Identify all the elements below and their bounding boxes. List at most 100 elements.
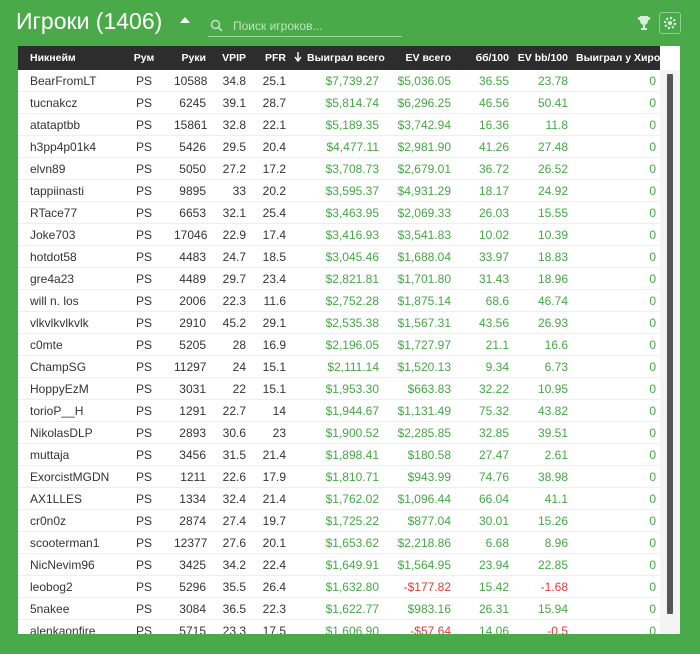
cell: 45.2	[210, 311, 250, 334]
cell: 17.5	[250, 619, 290, 634]
cell: leobog2	[18, 575, 118, 598]
column-header[interactable]: VPIP	[210, 46, 250, 70]
player-row[interactable]: BearFromLT PS 10588 34.8 25.1 $7,739.27 $5,036…	[18, 70, 660, 92]
cell: $983.16	[383, 597, 455, 620]
cell: $2,111.14	[290, 355, 383, 378]
player-row[interactable]: AX1LLES PS 1334 32.4 21.4 $1,762.02 $1,096.44 6…	[18, 487, 660, 510]
cell: 28.7	[250, 91, 290, 114]
player-row[interactable]: NicNevim96 PS 3425 34.2 22.4 $1,649.91 $1,564.…	[18, 553, 660, 576]
player-row[interactable]: torioP__H PS 1291 22.7 14 $1,944.67 $1,131.49 7…	[18, 399, 660, 422]
cell: 3031	[170, 377, 210, 400]
player-row[interactable]: ChampSG PS 11297 24 15.1 $2,111.14 $1,520.13 9.…	[18, 355, 660, 378]
cell: 22.3	[250, 597, 290, 620]
cell: $1,944.67	[290, 399, 383, 422]
cell: 46.56	[455, 91, 513, 114]
cell: 0	[572, 157, 660, 180]
cell: 3456	[170, 443, 210, 466]
cell: 26.31	[455, 597, 513, 620]
cell: PS	[118, 355, 170, 378]
cell: 15.42	[455, 575, 513, 598]
cell: 6.73	[513, 355, 572, 378]
cell: 29.5	[210, 135, 250, 158]
cell: 15.1	[250, 377, 290, 400]
cell: tucnakcz	[18, 91, 118, 114]
cell: PS	[118, 113, 170, 136]
sort-toggle[interactable]	[180, 17, 190, 23]
player-row[interactable]: c0mte PS 5205 28 16.9 $2,196.05 $1,727.97 21.1 1…	[18, 333, 660, 356]
cell: 17.9	[250, 465, 290, 488]
cell: 22.9	[210, 223, 250, 246]
cell: 5715	[170, 619, 210, 634]
cell: PS	[118, 223, 170, 246]
column-header[interactable]: Руки	[170, 46, 210, 70]
player-row[interactable]: tappiinasti PS 9895 33 20.2 $3,595.37 $4,931.2…	[18, 179, 660, 202]
settings-button[interactable]	[659, 12, 681, 34]
cell: 15861	[170, 113, 210, 136]
cell: 75.32	[455, 399, 513, 422]
cell: -$57.64	[383, 619, 455, 634]
cell: $1,725.22	[290, 509, 383, 532]
player-row[interactable]: NikolasDLP PS 2893 30.6 23 $1,900.52 $2,285.85…	[18, 421, 660, 444]
player-row[interactable]: Joke703 PS 17046 22.9 17.4 $3,416.93 $3,541.83…	[18, 223, 660, 246]
cell: PS	[118, 531, 170, 554]
cell: $4,477.11	[290, 135, 383, 158]
player-row[interactable]: atataptbb PS 15861 32.8 22.1 $5,189.35 $3,742.…	[18, 113, 660, 136]
cell: 30.6	[210, 421, 250, 444]
column-header[interactable]: Рум	[118, 46, 170, 70]
cell: 10.95	[513, 377, 572, 400]
search-box[interactable]: Поиск игроков...	[208, 14, 402, 37]
player-row[interactable]: cr0n0z PS 2874 27.4 19.7 $1,725.22 $877.04 30.0…	[18, 509, 660, 532]
player-row[interactable]: RTace77 PS 6653 32.1 25.4 $3,463.95 $2,069.33 2…	[18, 201, 660, 224]
column-header[interactable]: бб/100	[455, 46, 513, 70]
player-row[interactable]: elvn89 PS 5050 27.2 17.2 $3,708.73 $2,679.01 36…	[18, 157, 660, 180]
player-row[interactable]: vlkvlkvlkvlk PS 2910 45.2 29.1 $2,535.38 $1,56…	[18, 311, 660, 334]
player-row[interactable]: will n. los PS 2006 22.3 11.6 $2,752.28 $1,875…	[18, 289, 660, 312]
page-title: Игроки (1406)	[16, 8, 163, 34]
cell: 27.2	[210, 157, 250, 180]
player-row[interactable]: h3pp4p01k4 PS 5426 29.5 20.4 $4,477.11 $2,981.…	[18, 135, 660, 158]
cell: $6,296.25	[383, 91, 455, 114]
cell: 3425	[170, 553, 210, 576]
cell: 23	[250, 421, 290, 444]
player-row[interactable]: tucnakcz PS 6245 39.1 28.7 $5,814.74 $6,296.25…	[18, 91, 660, 114]
cell: 5296	[170, 575, 210, 598]
cell: 23.3	[210, 619, 250, 634]
player-row[interactable]: leobog2 PS 5296 35.5 26.4 $1,632.80 -$177.82 15…	[18, 575, 660, 598]
player-row[interactable]: HoppyEzM PS 3031 22 15.1 $1,953.30 $663.83 32.2…	[18, 377, 660, 400]
cell: $1,606.90	[290, 619, 383, 634]
cell: 20.2	[250, 179, 290, 202]
scrollbar[interactable]	[660, 70, 680, 634]
cell: 29.1	[250, 311, 290, 334]
cell: 34.2	[210, 553, 250, 576]
cell: 2874	[170, 509, 210, 532]
cell: 0	[572, 553, 660, 576]
cell: PS	[118, 443, 170, 466]
cell: $1,688.04	[383, 245, 455, 268]
cell: 0	[572, 421, 660, 444]
cell: 31.43	[455, 267, 513, 290]
player-row[interactable]: hotdot58 PS 4483 24.7 18.5 $3,045.46 $1,688.04…	[18, 245, 660, 268]
player-row[interactable]: ExorcistMGDN PS 1211 22.6 17.9 $1,810.71 $943.…	[18, 465, 660, 488]
column-header[interactable]: Никнейм	[18, 46, 118, 70]
column-header[interactable]: EV bb/100	[513, 46, 572, 70]
column-header[interactable]: Выиграл у Хиро	[572, 46, 660, 70]
cell: 18.5	[250, 245, 290, 268]
column-header[interactable]: Выиграл всего	[290, 46, 385, 70]
cell: 50.41	[513, 91, 572, 114]
player-row[interactable]: scooterman1 PS 12377 27.6 20.1 $1,653.62 $2,21…	[18, 531, 660, 554]
player-row[interactable]: 5nakee PS 3084 36.5 22.3 $1,622.77 $983.16 26.3…	[18, 597, 660, 620]
player-row[interactable]: gre4a23 PS 4489 29.7 23.4 $2,821.81 $1,701.80 3…	[18, 267, 660, 290]
cell: 0	[572, 179, 660, 202]
cell: 24	[210, 355, 250, 378]
column-header[interactable]: PFR	[250, 46, 290, 70]
player-row[interactable]: alenkaonfire PS 5715 23.3 17.5 $1,606.90 -$57.…	[18, 619, 660, 634]
trophy-button[interactable]	[637, 15, 651, 31]
cell: 22.1	[250, 113, 290, 136]
cell: 0	[572, 443, 660, 466]
cell: 14	[250, 399, 290, 422]
cell: $3,463.95	[290, 201, 383, 224]
cell: $1,131.49	[383, 399, 455, 422]
cell: 0	[572, 575, 660, 598]
column-header[interactable]: EV всего	[383, 46, 455, 70]
player-row[interactable]: muttaja PS 3456 31.5 21.4 $1,898.41 $180.58 27.…	[18, 443, 660, 466]
